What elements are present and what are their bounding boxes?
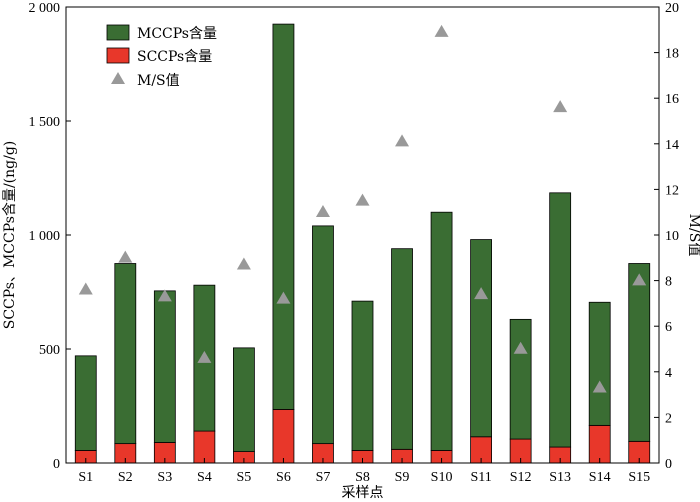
point-ms-s4 bbox=[197, 350, 212, 363]
point-ms-s9 bbox=[395, 134, 410, 147]
x-tick-label: S6 bbox=[276, 470, 291, 485]
bar-mccps-s12 bbox=[509, 318, 532, 440]
x-tick-label: S7 bbox=[316, 470, 331, 485]
bar-sccps-s14 bbox=[588, 424, 611, 464]
bar-mccps-s10 bbox=[430, 211, 453, 451]
y2-tick-label: 12 bbox=[665, 183, 679, 198]
bar-mccps-s3 bbox=[153, 290, 176, 443]
bar-mccps-s15 bbox=[628, 263, 651, 442]
bar-mccps-s5 bbox=[232, 347, 255, 452]
bar-mccps-s7 bbox=[312, 225, 334, 445]
y2-tick-label: 18 bbox=[665, 47, 679, 62]
y2-tick-label: 4 bbox=[665, 366, 672, 381]
x-tick-label: S14 bbox=[589, 470, 611, 485]
legend-label-mccps: MCCPs含量 bbox=[137, 26, 217, 42]
y2-tick-label: 6 bbox=[665, 320, 672, 335]
legend-label-ms: M/S值 bbox=[137, 73, 180, 89]
left-axis: 0 500 1 000 1 500 2 000 bbox=[29, 1, 71, 472]
legend-swatch-mccps bbox=[106, 24, 130, 41]
y-tick-label: 1 000 bbox=[29, 229, 61, 244]
bar-mccps-s8 bbox=[351, 300, 374, 451]
bar-mccps-s6 bbox=[272, 23, 295, 410]
y2-tick-label: 8 bbox=[665, 275, 672, 290]
x-axis-title: 采样点 bbox=[342, 485, 384, 501]
legend: MCCPs含量 SCCPs含量 M/S值 bbox=[106, 24, 217, 89]
point-ms-s13 bbox=[553, 100, 568, 113]
plot-area bbox=[74, 23, 651, 464]
right-axis: 0 2 4 6 8 10 12 14 16 18 20 bbox=[654, 1, 679, 472]
y2-tick-label: 2 bbox=[665, 411, 672, 426]
point-ms-s2 bbox=[118, 250, 133, 263]
bar-mccps-s14 bbox=[588, 301, 611, 426]
x-tick-label: S12 bbox=[510, 470, 532, 485]
bar-mccps-s13 bbox=[549, 192, 572, 448]
y-tick-label: 1 500 bbox=[29, 115, 61, 130]
point-ms-s6 bbox=[276, 291, 291, 304]
x-tick-label: S4 bbox=[197, 470, 212, 485]
point-ms-s5 bbox=[236, 257, 251, 270]
y2-tick-label: 20 bbox=[665, 1, 679, 16]
y-tick-label: 500 bbox=[39, 343, 60, 358]
bar-sccps-s6 bbox=[272, 409, 295, 464]
x-tick-label: S8 bbox=[355, 470, 370, 485]
legend-swatch-sccps bbox=[106, 47, 130, 64]
x-tick-label: S5 bbox=[237, 470, 252, 485]
y2-axis-title: M/S值 bbox=[686, 214, 700, 257]
bar-mccps-s1 bbox=[74, 355, 97, 451]
bar-mccps-s2 bbox=[114, 263, 137, 445]
y2-tick-label: 16 bbox=[665, 92, 679, 107]
legend-label-sccps: SCCPs含量 bbox=[137, 49, 212, 65]
point-ms-s14 bbox=[592, 380, 607, 393]
x-tick-label: S11 bbox=[470, 470, 491, 485]
x-tick-label: S1 bbox=[78, 470, 93, 485]
point-ms-s11 bbox=[474, 287, 489, 300]
bar-mccps-s11 bbox=[470, 239, 493, 438]
y-tick-label: 2 000 bbox=[29, 1, 61, 16]
point-ms-s1 bbox=[78, 282, 93, 295]
point-ms-s7 bbox=[315, 205, 330, 217]
x-tick-label: S10 bbox=[431, 470, 453, 485]
point-ms-s10 bbox=[434, 24, 449, 37]
bar-mccps-s9 bbox=[391, 248, 413, 450]
x-tick-label: S3 bbox=[157, 470, 172, 485]
point-ms-s3 bbox=[157, 289, 172, 302]
legend-marker-ms bbox=[111, 72, 125, 84]
point-ms-s15 bbox=[632, 273, 647, 286]
y2-tick-label: 10 bbox=[665, 229, 679, 244]
point-ms-s12 bbox=[513, 341, 528, 354]
x-tick-label: S15 bbox=[628, 470, 650, 485]
y-tick-label: 0 bbox=[53, 457, 60, 472]
y-axis-title: SCCPs、MCCPs含量/(ng/g) bbox=[2, 141, 18, 330]
y2-tick-label: 14 bbox=[665, 138, 679, 153]
y2-tick-label: 0 bbox=[665, 457, 672, 472]
x-tick-label: S2 bbox=[118, 470, 133, 485]
x-tick-label: S9 bbox=[395, 470, 410, 485]
point-ms-s8 bbox=[355, 193, 370, 206]
x-axis: S1 S2 S3 S4 S5 S6 S7 S8 S9 S10 S11 S12 S13 S14 S15 bbox=[78, 458, 650, 485]
x-tick-label: S13 bbox=[549, 470, 571, 485]
